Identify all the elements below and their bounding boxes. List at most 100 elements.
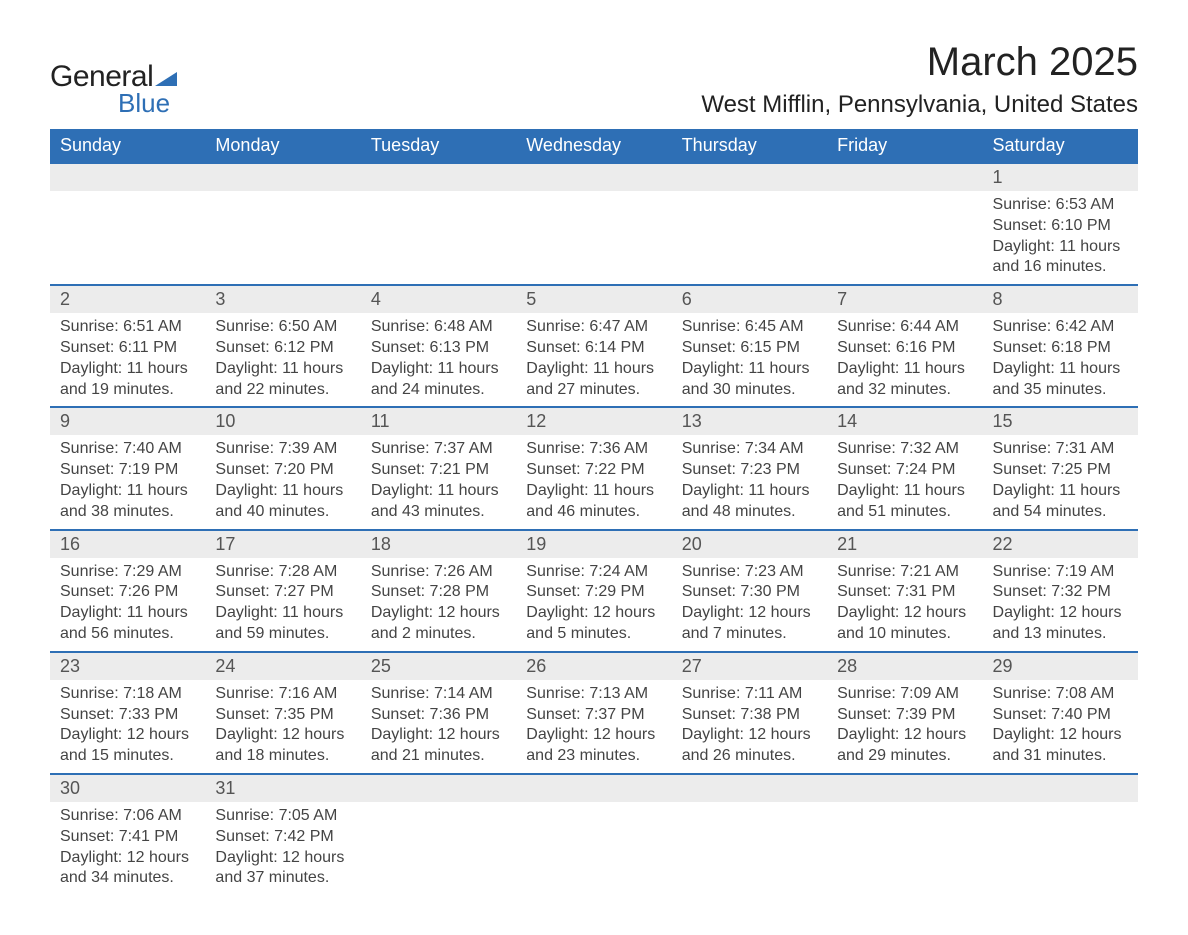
day-number: 10 (205, 408, 360, 435)
calendar-day-cell: 20Sunrise: 7:23 AMSunset: 7:30 PMDayligh… (672, 530, 827, 652)
title-block: March 2025 West Mifflin, Pennsylvania, U… (701, 40, 1138, 119)
day-number: 18 (361, 531, 516, 558)
day-number: 17 (205, 531, 360, 558)
day-body: Sunrise: 7:18 AMSunset: 7:33 PMDaylight:… (50, 680, 205, 773)
sunset-line: Sunset: 7:33 PM (60, 705, 195, 726)
sunrise-line: Sunrise: 7:19 AM (993, 562, 1128, 583)
sunset-line: Sunset: 7:38 PM (682, 705, 817, 726)
day-body: Sunrise: 7:16 AMSunset: 7:35 PMDaylight:… (205, 680, 360, 773)
calendar-week-row: 16Sunrise: 7:29 AMSunset: 7:26 PMDayligh… (50, 530, 1138, 652)
day-number: 5 (516, 286, 671, 313)
calendar-table: SundayMondayTuesdayWednesdayThursdayFrid… (50, 129, 1138, 895)
calendar-day-cell: 26Sunrise: 7:13 AMSunset: 7:37 PMDayligh… (516, 652, 671, 774)
day-body: Sunrise: 6:48 AMSunset: 6:13 PMDaylight:… (361, 313, 516, 406)
sunrise-line: Sunrise: 7:36 AM (526, 439, 661, 460)
day-number: 20 (672, 531, 827, 558)
day-number (205, 164, 360, 191)
sunset-line: Sunset: 6:14 PM (526, 338, 661, 359)
day-number: 23 (50, 653, 205, 680)
calendar-day-cell: 10Sunrise: 7:39 AMSunset: 7:20 PMDayligh… (205, 407, 360, 529)
sunrise-line: Sunrise: 6:44 AM (837, 317, 972, 338)
day-body: Sunrise: 7:23 AMSunset: 7:30 PMDaylight:… (672, 558, 827, 651)
calendar-day-cell: 3Sunrise: 6:50 AMSunset: 6:12 PMDaylight… (205, 285, 360, 407)
day-body: Sunrise: 7:09 AMSunset: 7:39 PMDaylight:… (827, 680, 982, 773)
daylight-line: Daylight: 12 hours and 10 minutes. (837, 603, 972, 645)
calendar-week-row: 1Sunrise: 6:53 AMSunset: 6:10 PMDaylight… (50, 163, 1138, 285)
day-body: Sunrise: 7:21 AMSunset: 7:31 PMDaylight:… (827, 558, 982, 651)
calendar-day-cell: 31Sunrise: 7:05 AMSunset: 7:42 PMDayligh… (205, 774, 360, 895)
sunrise-line: Sunrise: 7:18 AM (60, 684, 195, 705)
sunrise-line: Sunrise: 7:40 AM (60, 439, 195, 460)
sunset-line: Sunset: 7:27 PM (215, 582, 350, 603)
calendar-empty-cell (983, 774, 1138, 895)
logo: General Blue (50, 60, 177, 119)
day-number: 16 (50, 531, 205, 558)
day-body: Sunrise: 6:45 AMSunset: 6:15 PMDaylight:… (672, 313, 827, 406)
sunrise-line: Sunrise: 6:42 AM (993, 317, 1128, 338)
sunrise-line: Sunrise: 7:09 AM (837, 684, 972, 705)
sunrise-line: Sunrise: 7:11 AM (682, 684, 817, 705)
day-number: 29 (983, 653, 1138, 680)
sunset-line: Sunset: 7:29 PM (526, 582, 661, 603)
day-number: 9 (50, 408, 205, 435)
sunset-line: Sunset: 7:23 PM (682, 460, 817, 481)
calendar-day-cell: 12Sunrise: 7:36 AMSunset: 7:22 PMDayligh… (516, 407, 671, 529)
day-number: 11 (361, 408, 516, 435)
sunset-line: Sunset: 6:18 PM (993, 338, 1128, 359)
sunset-line: Sunset: 7:37 PM (526, 705, 661, 726)
sunset-line: Sunset: 7:28 PM (371, 582, 506, 603)
sunrise-line: Sunrise: 7:37 AM (371, 439, 506, 460)
day-body: Sunrise: 7:40 AMSunset: 7:19 PMDaylight:… (50, 435, 205, 528)
daylight-line: Daylight: 11 hours and 40 minutes. (215, 481, 350, 523)
day-number: 26 (516, 653, 671, 680)
weekday-header: Sunday (50, 129, 205, 163)
daylight-line: Daylight: 11 hours and 32 minutes. (837, 359, 972, 401)
day-number: 3 (205, 286, 360, 313)
month-title: March 2025 (701, 40, 1138, 85)
daylight-line: Daylight: 11 hours and 19 minutes. (60, 359, 195, 401)
day-body: Sunrise: 7:34 AMSunset: 7:23 PMDaylight:… (672, 435, 827, 528)
sunset-line: Sunset: 7:32 PM (993, 582, 1128, 603)
daylight-line: Daylight: 12 hours and 31 minutes. (993, 725, 1128, 767)
day-body: Sunrise: 7:24 AMSunset: 7:29 PMDaylight:… (516, 558, 671, 651)
day-number (827, 164, 982, 191)
sunset-line: Sunset: 6:10 PM (993, 216, 1128, 237)
day-number: 27 (672, 653, 827, 680)
daylight-line: Daylight: 12 hours and 21 minutes. (371, 725, 506, 767)
day-number: 2 (50, 286, 205, 313)
calendar-day-cell: 30Sunrise: 7:06 AMSunset: 7:41 PMDayligh… (50, 774, 205, 895)
day-number: 24 (205, 653, 360, 680)
sunrise-line: Sunrise: 7:32 AM (837, 439, 972, 460)
day-body: Sunrise: 7:05 AMSunset: 7:42 PMDaylight:… (205, 802, 360, 895)
day-body: Sunrise: 7:31 AMSunset: 7:25 PMDaylight:… (983, 435, 1138, 528)
daylight-line: Daylight: 12 hours and 34 minutes. (60, 848, 195, 890)
calendar-day-cell: 11Sunrise: 7:37 AMSunset: 7:21 PMDayligh… (361, 407, 516, 529)
day-body: Sunrise: 7:39 AMSunset: 7:20 PMDaylight:… (205, 435, 360, 528)
sunset-line: Sunset: 6:16 PM (837, 338, 972, 359)
calendar-day-cell: 16Sunrise: 7:29 AMSunset: 7:26 PMDayligh… (50, 530, 205, 652)
day-number: 30 (50, 775, 205, 802)
day-number (827, 775, 982, 802)
calendar-empty-cell (516, 163, 671, 285)
calendar-day-cell: 28Sunrise: 7:09 AMSunset: 7:39 PMDayligh… (827, 652, 982, 774)
calendar-day-cell: 22Sunrise: 7:19 AMSunset: 7:32 PMDayligh… (983, 530, 1138, 652)
sunset-line: Sunset: 7:24 PM (837, 460, 972, 481)
sunrise-line: Sunrise: 6:53 AM (993, 195, 1128, 216)
day-body: Sunrise: 7:19 AMSunset: 7:32 PMDaylight:… (983, 558, 1138, 651)
weekday-header: Tuesday (361, 129, 516, 163)
day-body (516, 191, 671, 251)
day-number (361, 164, 516, 191)
day-number (50, 164, 205, 191)
daylight-line: Daylight: 12 hours and 5 minutes. (526, 603, 661, 645)
daylight-line: Daylight: 12 hours and 37 minutes. (215, 848, 350, 890)
day-number: 14 (827, 408, 982, 435)
day-number: 4 (361, 286, 516, 313)
day-number: 6 (672, 286, 827, 313)
sunset-line: Sunset: 6:12 PM (215, 338, 350, 359)
calendar-day-cell: 27Sunrise: 7:11 AMSunset: 7:38 PMDayligh… (672, 652, 827, 774)
calendar-day-cell: 2Sunrise: 6:51 AMSunset: 6:11 PMDaylight… (50, 285, 205, 407)
location: West Mifflin, Pennsylvania, United State… (701, 91, 1138, 119)
sunset-line: Sunset: 7:31 PM (837, 582, 972, 603)
daylight-line: Daylight: 11 hours and 54 minutes. (993, 481, 1128, 523)
day-number (516, 164, 671, 191)
